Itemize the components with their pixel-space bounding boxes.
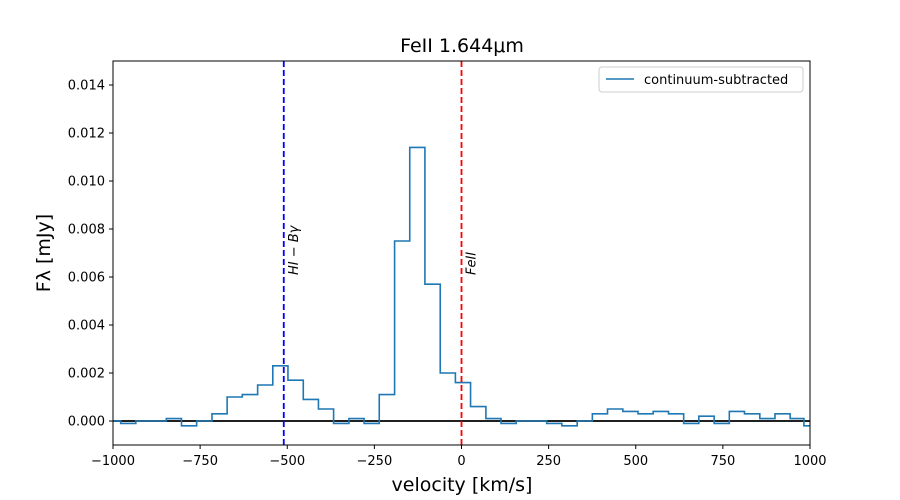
legend-box xyxy=(598,66,804,93)
y-axis: 0.000 0.002 0.004 0.006 0.008 0.010 0.012 0.014 xyxy=(68,79,113,430)
chart-title: FeII 1.644μm xyxy=(400,35,524,57)
series-line-0 xyxy=(113,146,810,427)
y-tick-label: 0.000 xyxy=(68,415,105,430)
y-tick-label: 0.004 xyxy=(68,319,105,334)
x-tick-label: −1000 xyxy=(91,454,135,469)
x-axis-label: velocity [km/s] xyxy=(392,474,533,496)
legend-label: continuum-subtracted xyxy=(644,73,788,88)
x-tick-label: −500 xyxy=(269,454,305,469)
vline-label-0: HI − Bγ xyxy=(287,224,302,275)
x-tick-label: 750 xyxy=(710,454,735,469)
plot-area xyxy=(113,61,810,445)
line-annotations: HI − Bγ FeII xyxy=(287,224,480,275)
x-tick-label: 250 xyxy=(536,454,561,469)
y-tick-label: 0.006 xyxy=(68,271,105,286)
x-axis: −1000 −750 −500 −250 0 250 500 750 1000 xyxy=(91,445,827,469)
x-tick-label: 500 xyxy=(623,454,648,469)
y-tick-label: 0.012 xyxy=(68,127,105,142)
y-tick-label: 0.014 xyxy=(68,79,105,94)
x-tick-label: −250 xyxy=(357,454,393,469)
x-tick-label: 1000 xyxy=(793,454,826,469)
x-tick-label: 0 xyxy=(457,454,465,469)
y-tick-label: 0.008 xyxy=(68,223,105,238)
legend: continuum-subtracted xyxy=(598,66,804,93)
y-tick-label: 0.010 xyxy=(68,175,105,190)
x-tick-label: −750 xyxy=(182,454,218,469)
vline-label-1: FeII xyxy=(465,252,480,275)
y-tick-label: 0.002 xyxy=(68,367,105,382)
y-axis-label: Fλ [mJy] xyxy=(33,214,55,292)
